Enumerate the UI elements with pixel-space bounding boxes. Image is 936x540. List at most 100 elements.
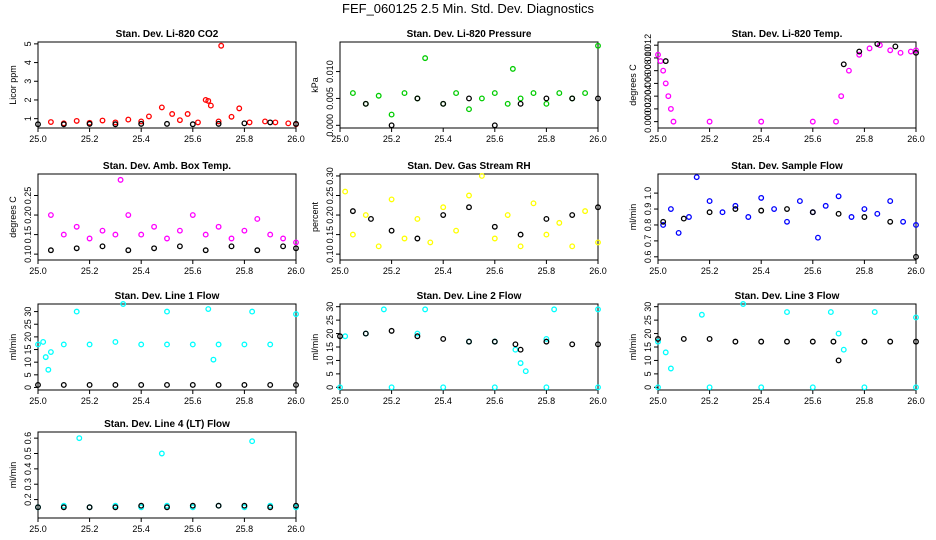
- chart-8: Stan. Dev. Line 2 Flow 25.0 25.2 25.4 25.6 25…: [310, 291, 607, 406]
- data-point-black: [151, 245, 158, 252]
- data-point-yellow: [453, 227, 460, 234]
- data-point-cyan: [42, 354, 49, 361]
- data-point-yellow: [595, 239, 601, 246]
- x-tick-label: 25.2: [81, 266, 99, 276]
- data-point-black: [86, 381, 93, 388]
- data-point-cyan: [913, 314, 919, 321]
- data-point-black: [164, 504, 170, 511]
- data-point-black: [189, 502, 196, 509]
- data-point-green: [478, 95, 485, 102]
- data-point-yellow: [349, 231, 356, 238]
- chart-9: Stan. Dev. Line 3 Flow 25.0 25.2 25.4 25.6 25…: [628, 291, 925, 406]
- y-axis-label: ml/min: [628, 204, 638, 231]
- data-point-black: [543, 338, 550, 345]
- data-point-cyan: [784, 309, 790, 316]
- x-tick-label: 25.2: [701, 266, 719, 276]
- y-tick-label: 0.006: [643, 72, 653, 95]
- data-point-yellow: [582, 208, 589, 215]
- x-tick-label: 25.2: [383, 396, 401, 406]
- x-tick-label: 25.4: [132, 524, 150, 534]
- data-point-cyan: [543, 384, 550, 391]
- y-tick-label: 0.20: [325, 206, 335, 224]
- data-point-yellow: [342, 188, 349, 195]
- data-point-magenta: [202, 231, 209, 238]
- data-point-green: [504, 100, 511, 107]
- data-point-red: [218, 42, 225, 49]
- data-point-blue: [719, 209, 726, 216]
- data-point-black: [138, 381, 145, 388]
- data-point-green: [422, 55, 429, 62]
- x-tick-label: 26.0: [287, 266, 305, 276]
- data-point-magenta: [99, 227, 106, 234]
- data-point-black: [861, 214, 868, 220]
- data-point-magenta: [151, 223, 158, 230]
- data-point-magenta: [866, 45, 873, 52]
- plot-frame: [657, 173, 917, 261]
- x-tick-label: 25.6: [804, 266, 822, 276]
- data-point-black: [293, 502, 299, 509]
- y-tick-label: 0: [23, 385, 33, 390]
- data-point-black: [388, 327, 395, 334]
- chart-title: Stan. Dev. Li-820 Temp.: [732, 29, 843, 40]
- x-tick-label: 25.0: [331, 396, 349, 406]
- data-point-green: [509, 65, 516, 72]
- data-point-magenta: [655, 51, 661, 58]
- data-point-magenta: [112, 231, 119, 238]
- data-point-black: [913, 49, 919, 56]
- data-point-cyan: [35, 341, 41, 348]
- data-point-cyan: [698, 311, 705, 318]
- x-tick-label: 25.2: [81, 134, 99, 144]
- data-point-black: [414, 95, 421, 102]
- data-point-black: [293, 245, 299, 252]
- page-title: FEF_060125 2.5 Min. Std. Dev. Diagnostic…: [342, 1, 594, 16]
- data-point-blue: [900, 218, 907, 225]
- data-point-cyan: [422, 306, 429, 313]
- x-tick-label: 25.0: [29, 266, 47, 276]
- data-point-cyan: [215, 341, 222, 348]
- x-tick-label: 25.0: [331, 266, 349, 276]
- data-point-black: [440, 100, 447, 107]
- data-point-red: [158, 104, 165, 111]
- data-point-cyan: [809, 384, 816, 391]
- y-tick-label: 15: [325, 342, 335, 352]
- data-point-cyan: [210, 356, 217, 363]
- data-point-black: [913, 338, 919, 345]
- data-point-yellow: [466, 192, 472, 199]
- y-tick-label: 0.10: [23, 245, 33, 263]
- y-axis-label: ml/min: [8, 462, 18, 489]
- data-point-black: [164, 120, 170, 127]
- y-tick-label: 30: [23, 307, 33, 317]
- data-point-green: [595, 42, 601, 49]
- data-point-magenta: [758, 118, 765, 125]
- data-point-magenta: [164, 235, 170, 242]
- chart-1: Stan. Dev. Li-820 CO2 25.0 25.2 25.4 25.6 25.…: [8, 29, 305, 144]
- data-point-green: [453, 90, 460, 97]
- y-axis-label: degrees C: [628, 64, 638, 106]
- data-point-black: [440, 212, 447, 218]
- x-tick-label: 25.0: [29, 396, 47, 406]
- data-point-black: [706, 209, 713, 216]
- data-point-magenta: [215, 223, 222, 230]
- data-point-cyan: [40, 338, 47, 345]
- y-tick-label: 0.5: [23, 447, 33, 460]
- data-point-black: [491, 223, 498, 230]
- x-tick-label: 25.6: [184, 266, 202, 276]
- data-point-red: [169, 111, 176, 117]
- data-point-yellow: [491, 235, 498, 242]
- data-point-yellow: [414, 216, 421, 222]
- plot-frame: [339, 41, 599, 129]
- data-point-blue: [822, 202, 829, 209]
- data-point-black: [138, 502, 145, 509]
- data-point-yellow: [427, 239, 434, 246]
- data-point-black: [543, 95, 550, 102]
- data-point-green: [375, 92, 382, 99]
- data-point-cyan: [595, 306, 601, 313]
- data-point-magenta: [665, 93, 672, 100]
- x-tick-label: 25.2: [383, 266, 401, 276]
- data-point-magenta: [254, 216, 261, 222]
- data-point-red: [215, 118, 222, 125]
- chart-title: Stan. Dev. Gas Stream RH: [407, 161, 530, 172]
- y-axis-label: Licor ppm: [8, 65, 18, 105]
- data-point-magenta: [86, 235, 93, 242]
- x-tick-label: 25.8: [538, 134, 556, 144]
